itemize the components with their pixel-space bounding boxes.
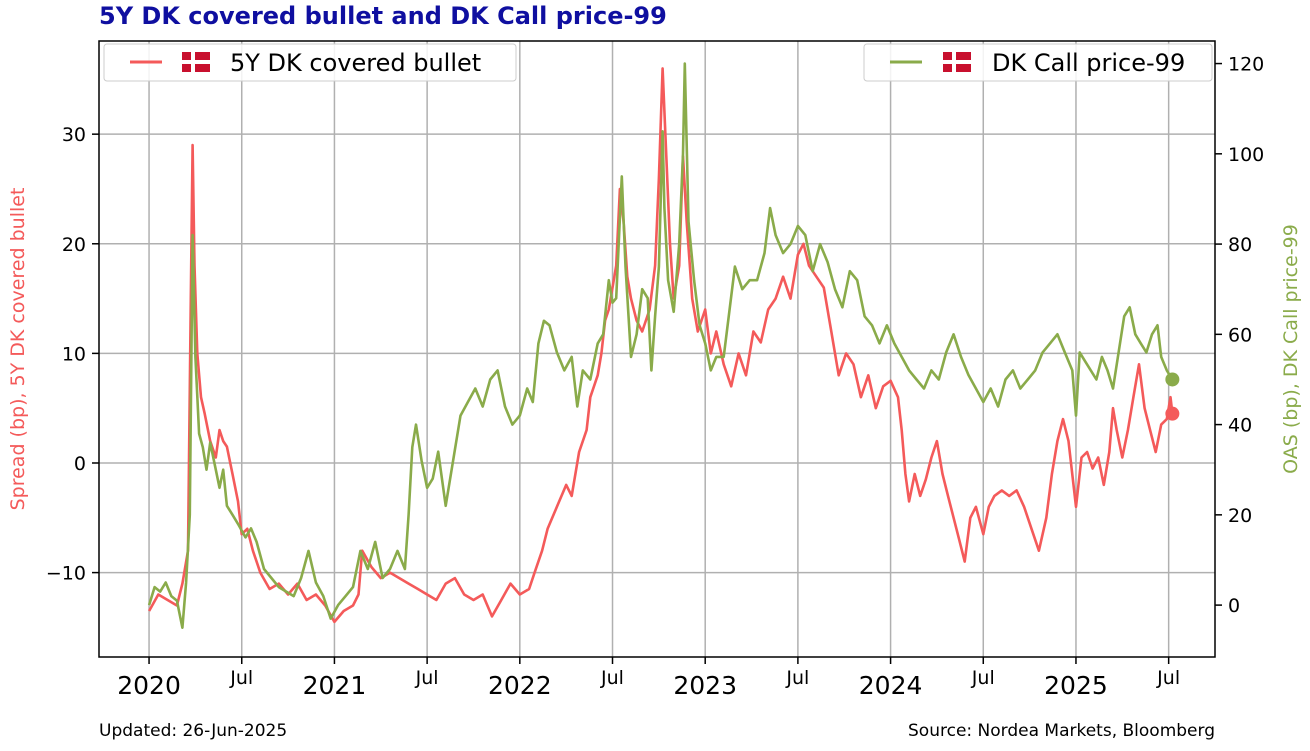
x-axis: 2020 Jul 2021 Jul 2022 Jul 2023 Jul 2024 Jul 2025 J… (117, 657, 1180, 700)
chart-title: 5Y DK covered bullet and DK Call price-9… (99, 2, 667, 30)
series-5y-dk-covered-bullet (147, 67, 1180, 624)
y-right-tick-label: 80 (1228, 234, 1252, 256)
legend-right: DK Call price-99 (863, 43, 1213, 82)
end-marker-5y-dk-covered-bullet (1165, 406, 1180, 421)
plot-frame (98, 40, 1216, 658)
chart-grid (99, 41, 1215, 657)
y-right-tick-label: 100 (1228, 144, 1264, 166)
x-tick-label: 2022 (488, 671, 552, 700)
legend-right-label: DK Call price-99 (992, 49, 1185, 77)
x-tick-label: 2020 (117, 671, 181, 700)
y-axis-right-label: OAS (bp), DK Call price-99 (1280, 224, 1302, 474)
y-right-tick-label: 120 (1228, 54, 1264, 76)
x-tick-label: Jul (785, 667, 809, 689)
y-left-tick-label: −10 (46, 563, 86, 585)
y-left-tick-label: 0 (74, 453, 86, 475)
y-right-tick-label: 20 (1228, 505, 1252, 527)
line-dk-call-price-99 (147, 62, 1174, 630)
x-tick-label: Jul (600, 667, 624, 689)
end-marker-dk-call-price-99 (1165, 372, 1180, 387)
x-tick-label: Jul (415, 667, 439, 689)
x-tick-label: Jul (229, 667, 253, 689)
x-tick-label: 2024 (859, 671, 923, 700)
y-right-tick-label: 60 (1228, 324, 1252, 346)
legend-left: 5Y DK covered bullet (103, 43, 517, 82)
y-left-tick-label: 20 (62, 234, 86, 256)
y-right-tick-label: 40 (1228, 415, 1252, 437)
y-left-tick-label: 30 (62, 124, 86, 146)
x-tick-label: 2023 (673, 671, 737, 700)
y-right-tick-label: 0 (1228, 595, 1240, 617)
line-5y-dk-covered-bullet (147, 67, 1174, 624)
y-axis-right: 0 20 40 60 80 100 120 (1215, 54, 1264, 617)
legend-left-label: 5Y DK covered bullet (230, 49, 481, 77)
x-tick-label: 2025 (1044, 671, 1108, 700)
x-tick-label: Jul (971, 667, 995, 689)
denmark-flag-icon (943, 52, 971, 72)
y-axis-left-label: Spread (bp), 5Y DK covered bullet (7, 188, 29, 511)
source-note: Source: Nordea Markets, Bloomberg (908, 721, 1215, 741)
updated-date: Updated: 26-Jun-2025 (99, 721, 288, 741)
series-dk-call-price-99 (147, 62, 1180, 630)
x-tick-label: Jul (1156, 667, 1180, 689)
denmark-flag-icon (182, 52, 210, 72)
x-tick-label: 2021 (303, 671, 367, 700)
y-axis-left: −10 0 10 20 30 (46, 124, 99, 585)
y-left-tick-label: 10 (62, 343, 86, 365)
